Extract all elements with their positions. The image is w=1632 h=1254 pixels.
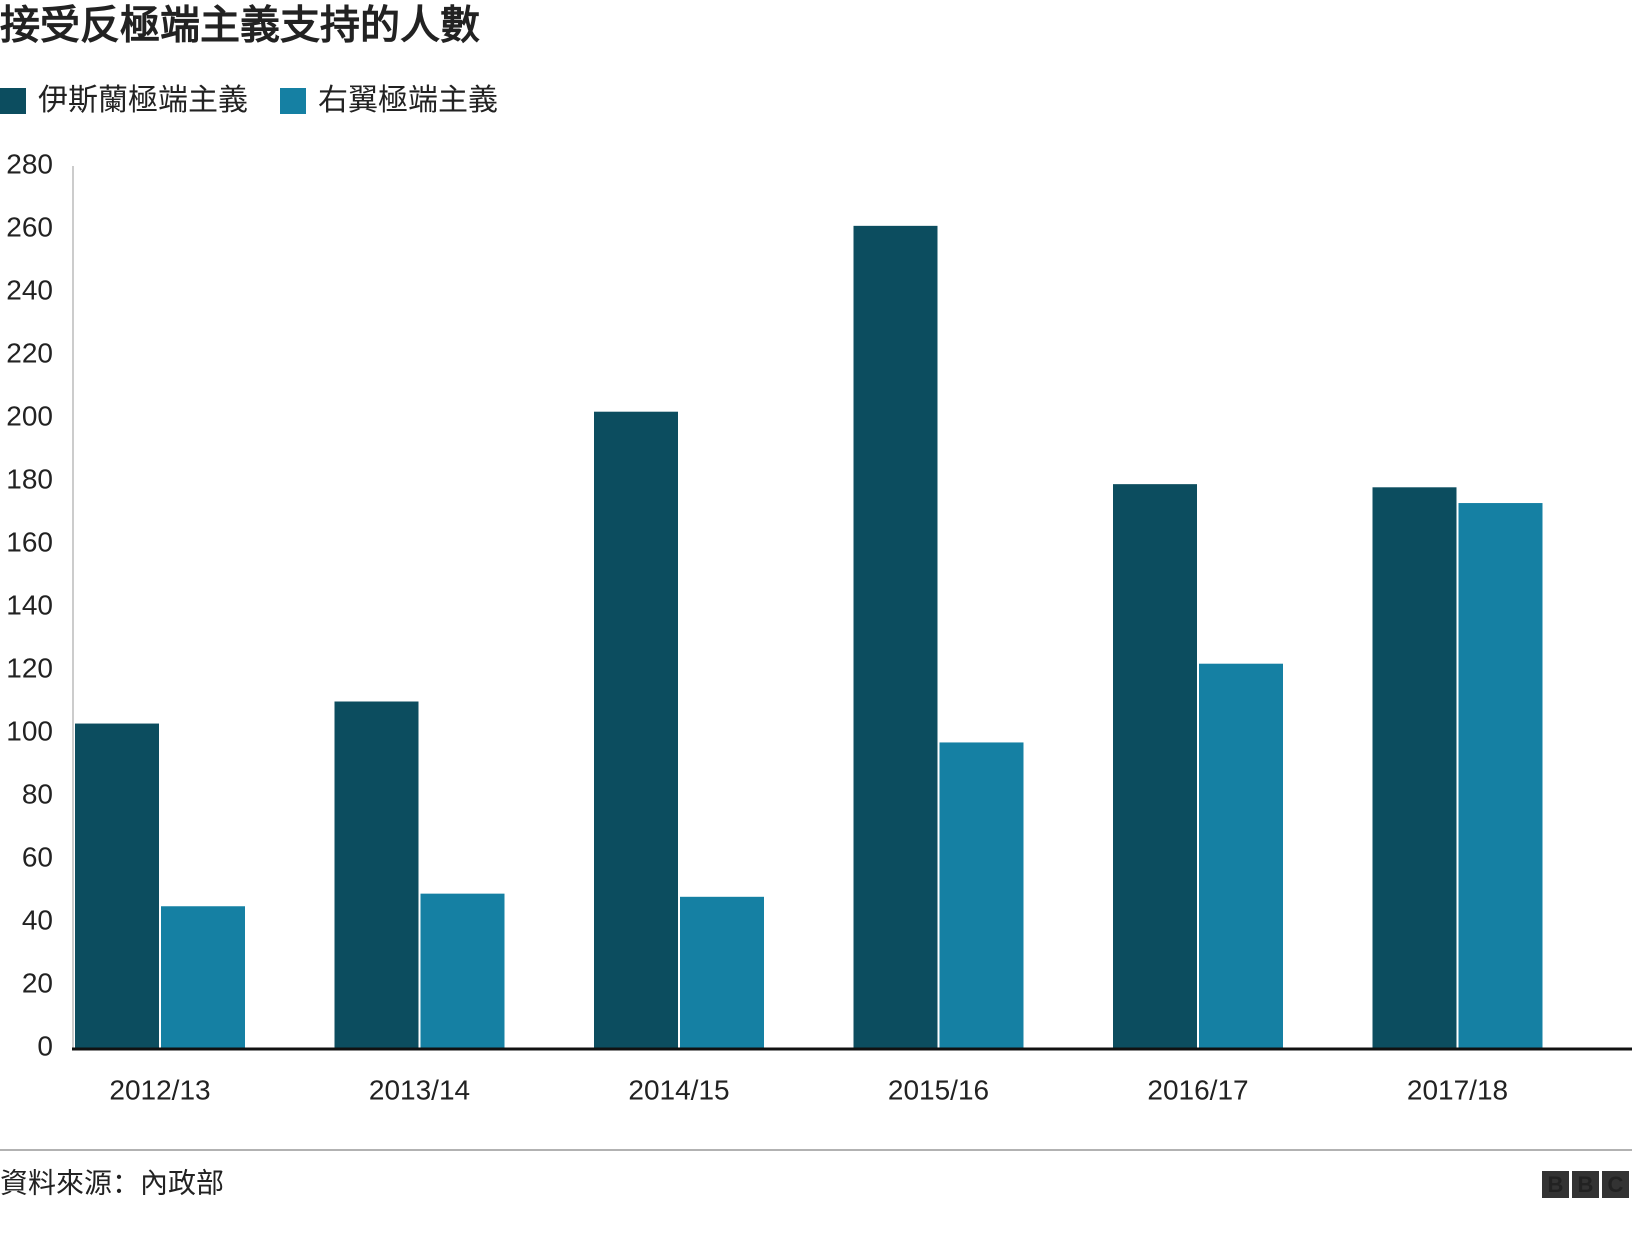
y-tick-label: 20	[22, 967, 53, 998]
logo-box	[1602, 1171, 1629, 1198]
y-tick-label: 40	[22, 904, 53, 935]
logo-box	[1572, 1171, 1599, 1198]
x-tick-label: 2014/15	[628, 1074, 729, 1105]
bar	[1113, 484, 1197, 1048]
y-tick-label: 120	[6, 652, 53, 683]
bar	[161, 906, 245, 1048]
x-tick-label: 2013/14	[369, 1074, 470, 1105]
legend-label: 右翼極端主義	[318, 84, 498, 117]
bar	[680, 896, 764, 1048]
legend-label: 伊斯蘭極端主義	[38, 84, 248, 117]
logo-box	[1542, 1171, 1569, 1198]
bar	[75, 723, 159, 1048]
y-tick-label: 180	[6, 463, 53, 494]
x-tick-label: 2015/16	[888, 1074, 989, 1105]
logo-letter: B	[1548, 1172, 1564, 1197]
x-tick-label: 2017/18	[1407, 1074, 1508, 1105]
bar	[1372, 487, 1457, 1048]
y-tick-label: 100	[6, 715, 53, 746]
logo-letter: B	[1578, 1172, 1594, 1197]
x-tick-label: 2012/13	[109, 1074, 210, 1105]
y-tick-label: 220	[6, 337, 53, 368]
y-tick-label: 140	[6, 589, 53, 620]
legend-swatch	[0, 88, 26, 114]
y-tick-label: 160	[6, 526, 53, 557]
bar	[420, 893, 505, 1048]
y-tick-label: 260	[6, 211, 53, 242]
bar	[1199, 663, 1283, 1048]
legend-swatch	[280, 88, 306, 114]
bar	[1458, 503, 1543, 1048]
logo-letter: C	[1608, 1172, 1624, 1197]
y-tick-label: 280	[6, 148, 53, 179]
y-tick-label: 60	[22, 841, 53, 872]
chart-title: 接受反極端主義支持的人數	[0, 4, 480, 48]
bar	[939, 742, 1024, 1048]
bar	[334, 701, 419, 1048]
bar	[853, 225, 938, 1049]
x-tick-label: 2016/17	[1147, 1074, 1248, 1105]
y-tick-label: 80	[22, 778, 53, 809]
y-tick-label: 200	[6, 400, 53, 431]
y-tick-label: 240	[6, 274, 53, 305]
bar	[594, 411, 678, 1048]
source-note: 資料來源：內政部	[0, 1167, 224, 1198]
y-tick-label: 0	[37, 1030, 53, 1061]
